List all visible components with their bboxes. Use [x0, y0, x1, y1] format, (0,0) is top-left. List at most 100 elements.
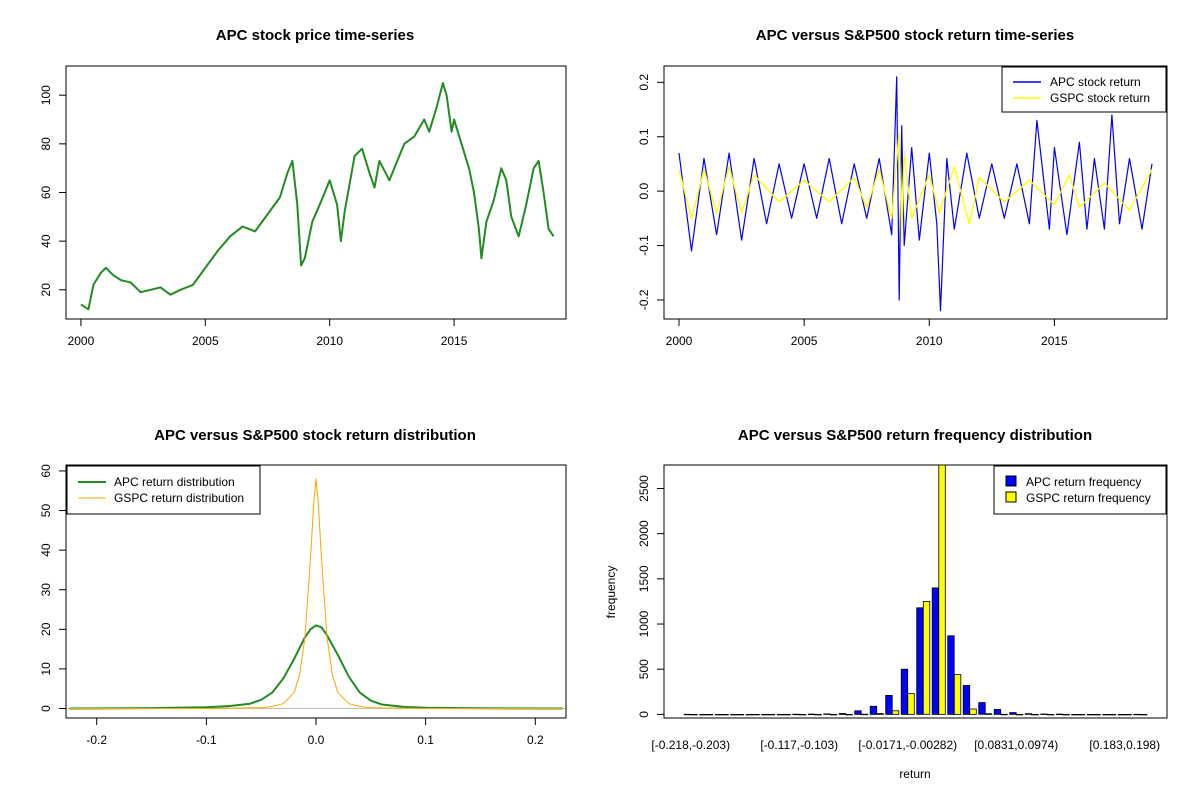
bar-gspc: [908, 694, 915, 715]
y-tick-label-frequency: 1000: [637, 610, 651, 637]
bar-apc: [948, 636, 955, 715]
y-tick-label-density: 60: [39, 464, 53, 478]
x-tick-label-price: 2015: [441, 334, 468, 348]
y-tick-label-price: 40: [39, 234, 53, 248]
y-tick-label-return-ts: 0.2: [637, 74, 651, 91]
x-tick-label-density: 0.2: [527, 733, 544, 747]
bar-apc: [1072, 714, 1079, 715]
bar-gspc: [861, 714, 868, 715]
chart-title-return-ts: APC versus S&P500 stock return time-seri…: [756, 27, 1074, 44]
y-tick-label-frequency: 2500: [637, 475, 651, 502]
bar-apc: [684, 714, 691, 715]
x-tick-label-return-ts: 2005: [791, 334, 818, 348]
bar-apc: [839, 714, 846, 715]
legend-box-density: [67, 466, 260, 514]
bar-gspc: [1001, 714, 1008, 715]
y-tick-label-frequency: 2000: [637, 520, 651, 547]
bar-apc: [715, 714, 722, 715]
y-tick-label-density: 40: [39, 543, 53, 557]
bar-apc: [1118, 714, 1125, 715]
y-tick-label-frequency: 1500: [637, 565, 651, 592]
bar-apc: [777, 714, 784, 715]
bar-gspc: [722, 714, 729, 715]
bar-gspc: [1109, 714, 1116, 715]
series-group-price: [81, 83, 554, 309]
bar-gspc: [691, 714, 698, 715]
bar-apc: [824, 714, 831, 715]
bar-gspc: [970, 709, 977, 714]
bar-gspc: [1047, 714, 1054, 715]
bar-gspc: [954, 675, 961, 715]
x-tick-label-density: -0.1: [196, 733, 217, 747]
x-tick-label-price: 2010: [316, 334, 343, 348]
bar-gspc: [1078, 714, 1085, 715]
bar-gspc: [830, 714, 837, 715]
x-tick-label-density: 0.0: [308, 733, 325, 747]
bar-apc: [994, 709, 1001, 714]
x-tick-label-frequency: [0.0831,0.0974): [974, 738, 1058, 752]
legend-label-gspc-frequency: GSPC return frequency: [1026, 491, 1151, 505]
bar-apc: [808, 714, 815, 715]
panel-price-timeseries: APC stock price time-series 200020052010…: [39, 27, 566, 348]
bar-gspc: [846, 714, 853, 715]
bar-gspc: [784, 714, 791, 715]
y-tick-label-frequency: 0: [637, 711, 651, 718]
bar-gspc: [877, 714, 884, 715]
y-tick-label-density: 20: [39, 622, 53, 636]
bar-gspc: [923, 601, 930, 714]
bar-gspc: [1094, 714, 1101, 715]
plot-frame-price: [66, 66, 566, 319]
bar-apc: [731, 714, 738, 715]
bar-gspc: [1140, 714, 1147, 715]
bar-apc: [901, 669, 908, 714]
legend-label-apc-return: APC stock return: [1050, 75, 1141, 89]
bar-apc: [855, 711, 862, 715]
bar-gspc: [985, 714, 992, 715]
y-tick-label-density: 0: [39, 705, 53, 712]
x-tick-label-frequency: [0.183,0.198): [1089, 738, 1160, 752]
y-tick-label-return-ts: 0.0: [637, 182, 651, 199]
y-tick-label-price: 100: [39, 85, 53, 105]
bar-apc: [1087, 714, 1094, 715]
y-tick-label-return-ts: -0.2: [637, 289, 651, 310]
chart-title-price: APC stock price time-series: [216, 27, 414, 44]
bar-apc: [1103, 714, 1110, 715]
y-tick-label-price: 80: [39, 137, 53, 151]
legend-label-gspc-density: GSPC return distribution: [114, 491, 244, 505]
x-tick-label-frequency: [-0.218,-0.203): [651, 738, 730, 752]
x-axis-label-frequency: return: [899, 767, 930, 781]
y-axis-return-ts: -0.2-0.10.00.10.2: [637, 74, 664, 311]
bar-apc: [932, 588, 939, 715]
x-tick-label-price: 2005: [192, 334, 219, 348]
bar-gspc: [737, 714, 744, 715]
legend-return-ts: APC stock return GSPC stock return: [1002, 67, 1166, 112]
bar-apc: [762, 714, 769, 715]
series-line-apc-stock-price: [81, 83, 554, 309]
legend-label-gspc-return: GSPC stock return: [1050, 91, 1150, 105]
bar-apc: [793, 714, 800, 715]
bar-gspc: [815, 714, 822, 715]
legend-label-apc-density: APC return distribution: [114, 475, 235, 489]
bar-apc: [979, 703, 986, 715]
y-tick-label-return-ts: 0.1: [637, 128, 651, 145]
bar-gspc: [892, 711, 899, 715]
legend-frequency: APC return frequency GSPC return frequen…: [994, 466, 1166, 514]
legend-swatch-apc-frequency: [1006, 476, 1016, 486]
panel-frequency-histogram: APC versus S&P500 return frequency distr…: [604, 427, 1167, 781]
bar-gspc: [1125, 714, 1132, 715]
y-tick-label-density: 30: [39, 583, 53, 597]
y-axis-label-frequency: frequency: [604, 566, 618, 619]
chart-canvas: APC stock price time-series 200020052010…: [0, 0, 1200, 800]
y-tick-label-price: 20: [39, 283, 53, 297]
bar-apc: [1134, 714, 1141, 715]
bar-gspc: [939, 465, 946, 714]
legend-box-return-ts: [1002, 67, 1166, 112]
x-tick-label-frequency: [-0.117,-0.103): [760, 738, 838, 752]
bar-gspc: [1032, 714, 1039, 715]
bar-apc: [1041, 714, 1048, 715]
legend-density: APC return distribution GSPC return dist…: [67, 466, 260, 514]
x-axis-frequency: [-0.218,-0.203)[-0.117,-0.103)[-0.0171,-…: [651, 738, 1160, 752]
series-line-gspc-stock-return: [679, 131, 1152, 240]
x-tick-label-return-ts: 2010: [916, 334, 943, 348]
bar-apc: [746, 714, 753, 715]
